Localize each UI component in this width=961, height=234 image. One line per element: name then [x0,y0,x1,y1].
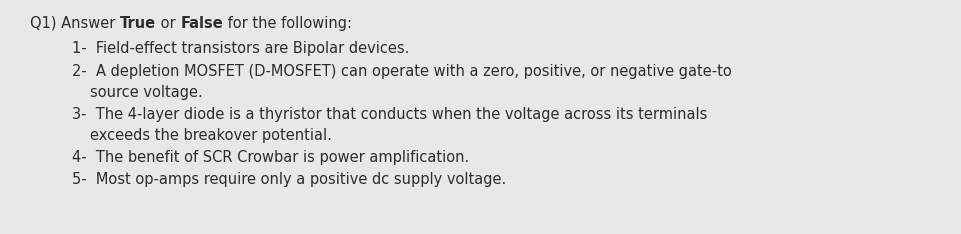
Text: 3-  The 4-layer diode is a thyristor that conducts when the voltage across its t: 3- The 4-layer diode is a thyristor that… [72,107,707,122]
Text: 5-  Most op-amps require only a positive dc supply voltage.: 5- Most op-amps require only a positive … [72,172,506,187]
Text: or: or [156,16,181,31]
Text: True: True [120,16,156,31]
Text: source voltage.: source voltage. [90,85,203,100]
Text: for the following:: for the following: [223,16,352,31]
Text: False: False [181,16,223,31]
Text: 2-  A depletion MOSFET (D-MOSFET) can operate with a zero, positive, or negative: 2- A depletion MOSFET (D-MOSFET) can ope… [72,64,731,79]
Text: Q1) Answer: Q1) Answer [30,16,120,31]
Text: 1-  Field-effect transistors are Bipolar devices.: 1- Field-effect transistors are Bipolar … [72,41,409,56]
Text: 4-  The benefit of SCR Crowbar is power amplification.: 4- The benefit of SCR Crowbar is power a… [72,150,469,165]
Text: exceeds the breakover potential.: exceeds the breakover potential. [90,128,332,143]
